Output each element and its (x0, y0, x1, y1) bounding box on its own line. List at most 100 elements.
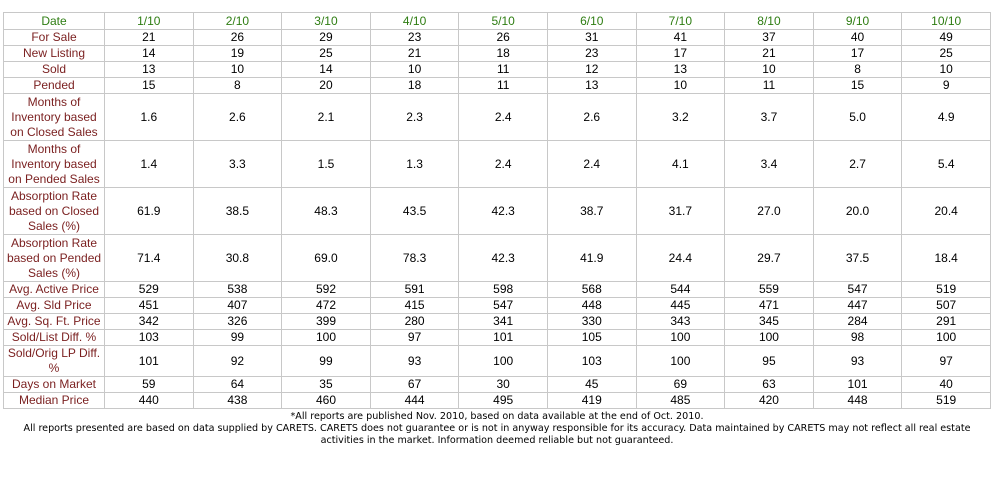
cell: 14 (104, 45, 194, 62)
cell: 326 (192, 313, 283, 330)
cell: 45 (546, 376, 637, 393)
cell: 4.9 (901, 93, 991, 141)
cell: 472 (281, 297, 371, 314)
cell: 40 (901, 376, 991, 393)
cell: 438 (192, 392, 283, 409)
cell: 101 (104, 345, 194, 377)
cell: 71.4 (104, 234, 194, 282)
cell: 3.7 (724, 93, 814, 141)
cell: 547 (812, 281, 903, 298)
cell: 38.7 (546, 187, 637, 235)
data-row: Absorption Rate based on Pended Sales (%… (3, 234, 991, 282)
cell: 10 (192, 61, 283, 78)
cell: 280 (369, 313, 460, 330)
cell: 3.3 (192, 140, 283, 188)
cell: 20 (281, 77, 371, 94)
cell: 448 (546, 297, 637, 314)
cell: 49 (901, 29, 991, 46)
cell: 291 (901, 313, 991, 330)
cell: 568 (546, 281, 637, 298)
data-row: Pended 15 8 20 18 11 13 10 11 15 9 (3, 77, 991, 94)
cell: 1.5 (281, 140, 371, 188)
cell: 20.4 (901, 187, 991, 235)
cell: 93 (812, 345, 903, 377)
cell: 27.0 (724, 187, 814, 235)
cell: 2.6 (192, 93, 283, 141)
cell: 29 (281, 29, 371, 46)
cell: 1.3 (369, 140, 460, 188)
cell: 19 (192, 45, 283, 62)
row-label: Months of Inventory based on Closed Sale… (3, 93, 105, 141)
cell: 43.5 (369, 187, 460, 235)
cell: 100 (458, 345, 548, 377)
cell: 29.7 (724, 234, 814, 282)
cell: 30.8 (192, 234, 283, 282)
cell: 598 (458, 281, 548, 298)
row-label: Absorption Rate based on Closed Sales (%… (3, 187, 105, 235)
cell: 23 (546, 45, 637, 62)
row-label: Days on Market (3, 376, 105, 393)
data-row: For Sale 21 26 29 23 26 31 41 37 40 49 (3, 29, 991, 46)
row-label: New Listing (3, 45, 105, 62)
cell: 92 (192, 345, 283, 377)
cell: 2.3 (369, 93, 460, 141)
cell: 444 (369, 392, 460, 409)
cell: 345 (724, 313, 814, 330)
cell: 284 (812, 313, 903, 330)
cell: 14 (281, 61, 371, 78)
cell: 3.2 (635, 93, 726, 141)
cell: 100 (281, 329, 371, 346)
month-header: 10/10 (901, 12, 991, 30)
cell: 31 (546, 29, 637, 46)
cell: 420 (724, 392, 814, 409)
cell: 13 (635, 61, 726, 78)
data-row: Absorption Rate based on Closed Sales (%… (3, 187, 991, 235)
cell: 21 (724, 45, 814, 62)
data-row: Sold 13 10 14 10 11 12 13 10 8 10 (3, 61, 991, 78)
data-row: Avg. Active Price 529 538 592 591 598 568 544 55… (3, 281, 991, 298)
row-label: Pended (3, 77, 105, 94)
cell: 67 (369, 376, 460, 393)
cell: 471 (724, 297, 814, 314)
cell: 2.4 (458, 140, 548, 188)
cell: 101 (812, 376, 903, 393)
cell: 26 (192, 29, 283, 46)
footnote: All reports presented are based on data … (23, 423, 971, 446)
cell: 8 (812, 61, 903, 78)
cell: 21 (104, 29, 194, 46)
row-label: Avg. Sld Price (3, 297, 105, 314)
cell: 341 (458, 313, 548, 330)
cell: 3.4 (724, 140, 814, 188)
row-label: Avg. Active Price (3, 281, 105, 298)
cell: 93 (369, 345, 460, 377)
cell: 11 (724, 77, 814, 94)
month-header: 1/10 (104, 12, 194, 30)
cell: 2.4 (458, 93, 548, 141)
header-row: Date 1/10 2/10 3/10 4/10 5/10 6/10 7/10 8/10 9/10… (3, 12, 991, 30)
cell: 11 (458, 77, 548, 94)
month-header: 6/10 (546, 12, 637, 30)
cell: 559 (724, 281, 814, 298)
month-header: 7/10 (635, 12, 726, 30)
cell: 48.3 (281, 187, 371, 235)
cell: 13 (104, 61, 194, 78)
cell: 519 (901, 281, 991, 298)
cell: 8 (192, 77, 283, 94)
cell: 10 (635, 77, 726, 94)
cell: 10 (369, 61, 460, 78)
cell: 2.7 (812, 140, 903, 188)
cell: 13 (546, 77, 637, 94)
cell: 15 (104, 77, 194, 94)
cell: 95 (724, 345, 814, 377)
cell: 330 (546, 313, 637, 330)
cell: 591 (369, 281, 460, 298)
cell: 25 (281, 45, 371, 62)
row-label: Sold/Orig LP Diff. % (3, 345, 105, 377)
row-label: Sold (3, 61, 105, 78)
cell: 41.9 (546, 234, 637, 282)
cell: 529 (104, 281, 194, 298)
cell: 26 (458, 29, 548, 46)
cell: 20.0 (812, 187, 903, 235)
data-row: Avg. Sld Price 451 407 472 415 547 448 445 471 44… (3, 297, 991, 314)
